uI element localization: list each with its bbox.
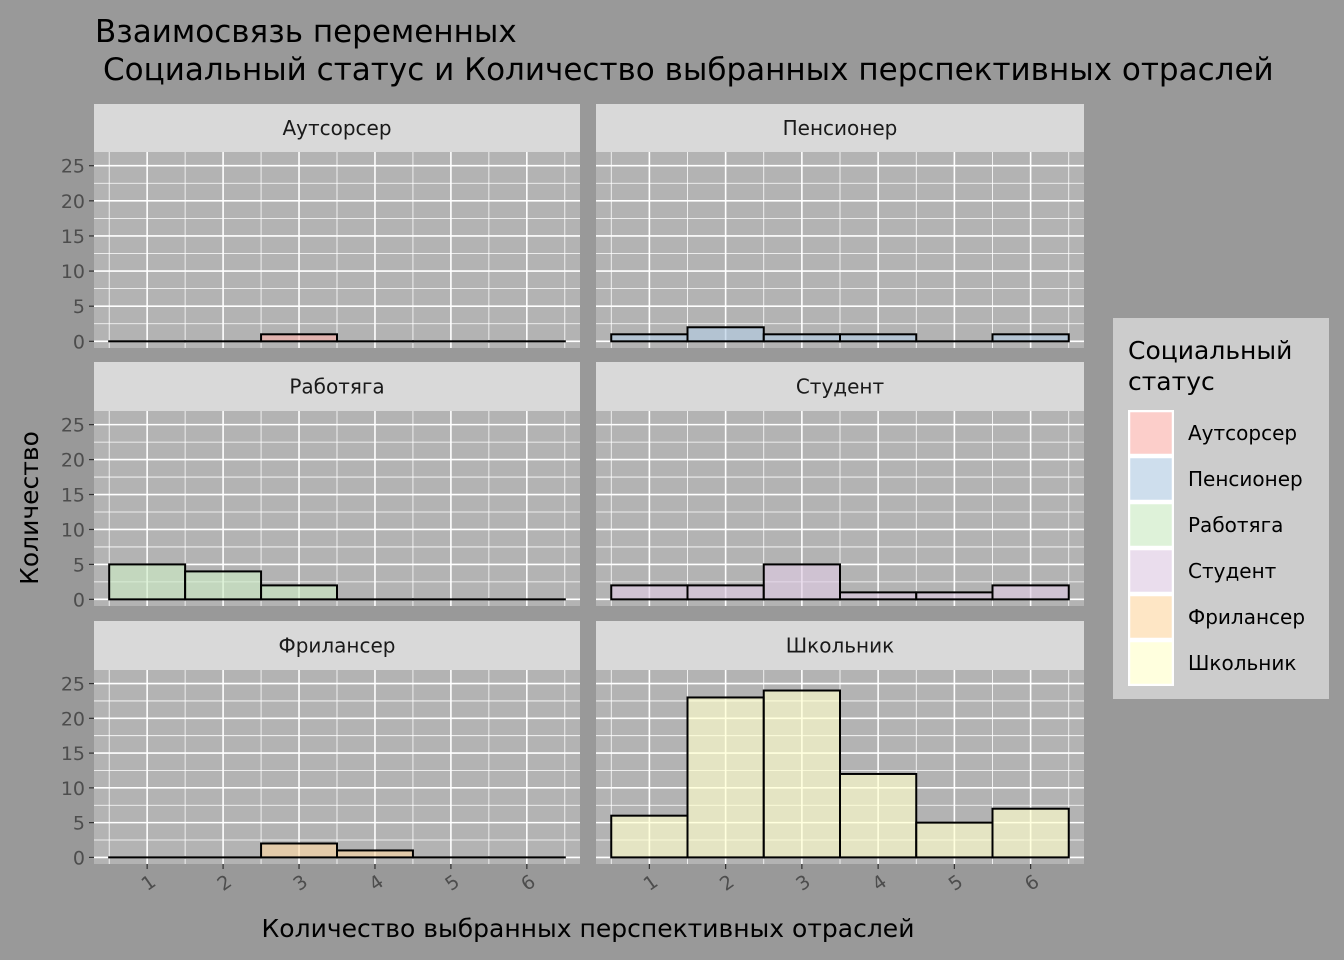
y-axis-title: Количество bbox=[15, 431, 44, 585]
facet-strip bbox=[596, 362, 1084, 411]
legend-title-line2: статус bbox=[1128, 367, 1215, 396]
facet-panel: Пенсионер bbox=[596, 104, 1084, 348]
facet-strip bbox=[94, 104, 580, 152]
bar bbox=[260, 584, 338, 601]
facet-panel: Студент bbox=[596, 362, 1084, 606]
y-tick-label: 20 bbox=[61, 191, 85, 213]
legend-items: Аутсорсер Пенсионер Работяга Студент Фриланс… bbox=[1128, 410, 1305, 686]
y-tick-label: 0 bbox=[73, 589, 85, 611]
bar bbox=[915, 591, 994, 601]
bar bbox=[610, 584, 689, 601]
bar bbox=[839, 333, 918, 343]
bar bbox=[762, 333, 841, 343]
legend-item: Пенсионер bbox=[1128, 456, 1303, 502]
y-tick-label: 15 bbox=[61, 485, 85, 507]
y-tick-label: 5 bbox=[73, 813, 85, 835]
y-tick-label: 5 bbox=[73, 554, 85, 576]
bar bbox=[762, 689, 841, 859]
facet-strip-label: Пенсионер bbox=[783, 116, 898, 140]
facet-strip-label: Фрилансер bbox=[278, 634, 395, 658]
legend-item: Аутсорсер bbox=[1128, 410, 1297, 456]
bar bbox=[991, 584, 1070, 601]
bar bbox=[108, 563, 187, 601]
legend-key bbox=[1128, 410, 1174, 456]
facet-panels: Аутсорсер 0 5 10 15 20 25 Пенсионер Работяга 0 5 10… bbox=[61, 104, 1084, 896]
legend-key bbox=[1128, 548, 1174, 594]
facet-strip-label: Студент bbox=[796, 375, 885, 399]
legend-label: Школьник bbox=[1188, 651, 1296, 675]
legend-label: Студент bbox=[1188, 559, 1277, 583]
facet-strip-label: Школьник bbox=[786, 634, 894, 658]
y-tick-label: 25 bbox=[61, 156, 85, 178]
y-tick-label: 15 bbox=[61, 743, 85, 765]
facet-strip bbox=[94, 362, 580, 411]
y-tick-label: 20 bbox=[61, 708, 85, 730]
bar bbox=[184, 570, 263, 601]
y-tick-label: 0 bbox=[73, 331, 85, 353]
bar bbox=[839, 591, 918, 601]
bar bbox=[915, 821, 994, 859]
legend-key bbox=[1128, 502, 1174, 548]
chart-title-line2: Социальный статус и Количество выбранных… bbox=[103, 52, 1274, 88]
y-tick-label: 0 bbox=[73, 847, 85, 869]
bar bbox=[686, 696, 765, 859]
legend-label: Фрилансер bbox=[1188, 605, 1305, 629]
legend-label: Работяга bbox=[1188, 513, 1283, 537]
y-tick-label: 5 bbox=[73, 296, 85, 318]
legend-key bbox=[1128, 640, 1174, 686]
y-tick-label: 25 bbox=[61, 415, 85, 437]
y-tick-label: 10 bbox=[61, 778, 85, 800]
facet-strip-label: Аутсорсер bbox=[282, 116, 391, 140]
bar bbox=[686, 584, 765, 601]
bar bbox=[686, 326, 765, 343]
y-tick-label: 10 bbox=[61, 519, 85, 541]
bar bbox=[762, 563, 841, 601]
legend-label: Аутсорсер bbox=[1188, 421, 1297, 445]
legend-key bbox=[1128, 594, 1174, 640]
bar bbox=[839, 772, 918, 859]
bar bbox=[610, 814, 689, 859]
legend-title-line1: Социальный bbox=[1128, 336, 1292, 365]
bar bbox=[991, 807, 1070, 859]
chart-title-line1: Взаимосвязь переменных bbox=[95, 14, 517, 50]
bar bbox=[991, 333, 1070, 343]
facet-strip bbox=[94, 621, 580, 670]
bar bbox=[336, 849, 414, 859]
facet-panel: Работяга 0 5 10 15 20 25 bbox=[61, 362, 580, 611]
legend-item: Школьник bbox=[1128, 640, 1296, 686]
y-tick-label: 20 bbox=[61, 450, 85, 472]
bar bbox=[610, 333, 689, 343]
legend-item: Фрилансер bbox=[1128, 594, 1305, 640]
y-tick-label: 25 bbox=[61, 674, 85, 696]
bar bbox=[260, 842, 338, 859]
legend: Социальный статус Аутсорсер Пенсионер Рабо… bbox=[1113, 318, 1329, 699]
facet-panel: Аутсорсер 0 5 10 15 20 25 bbox=[61, 104, 580, 353]
y-tick-label: 10 bbox=[61, 261, 85, 283]
facet-strip bbox=[596, 104, 1084, 152]
legend-item: Студент bbox=[1128, 548, 1277, 594]
x-axis-title: Количество выбранных перспективных отрас… bbox=[262, 914, 915, 943]
legend-item: Работяга bbox=[1128, 502, 1283, 548]
legend-label: Пенсионер bbox=[1188, 467, 1303, 491]
facet-strip bbox=[596, 621, 1084, 670]
y-tick-label: 15 bbox=[61, 226, 85, 248]
facet-strip-label: Работяга bbox=[289, 375, 384, 399]
bar bbox=[260, 333, 338, 343]
legend-key bbox=[1128, 456, 1174, 502]
